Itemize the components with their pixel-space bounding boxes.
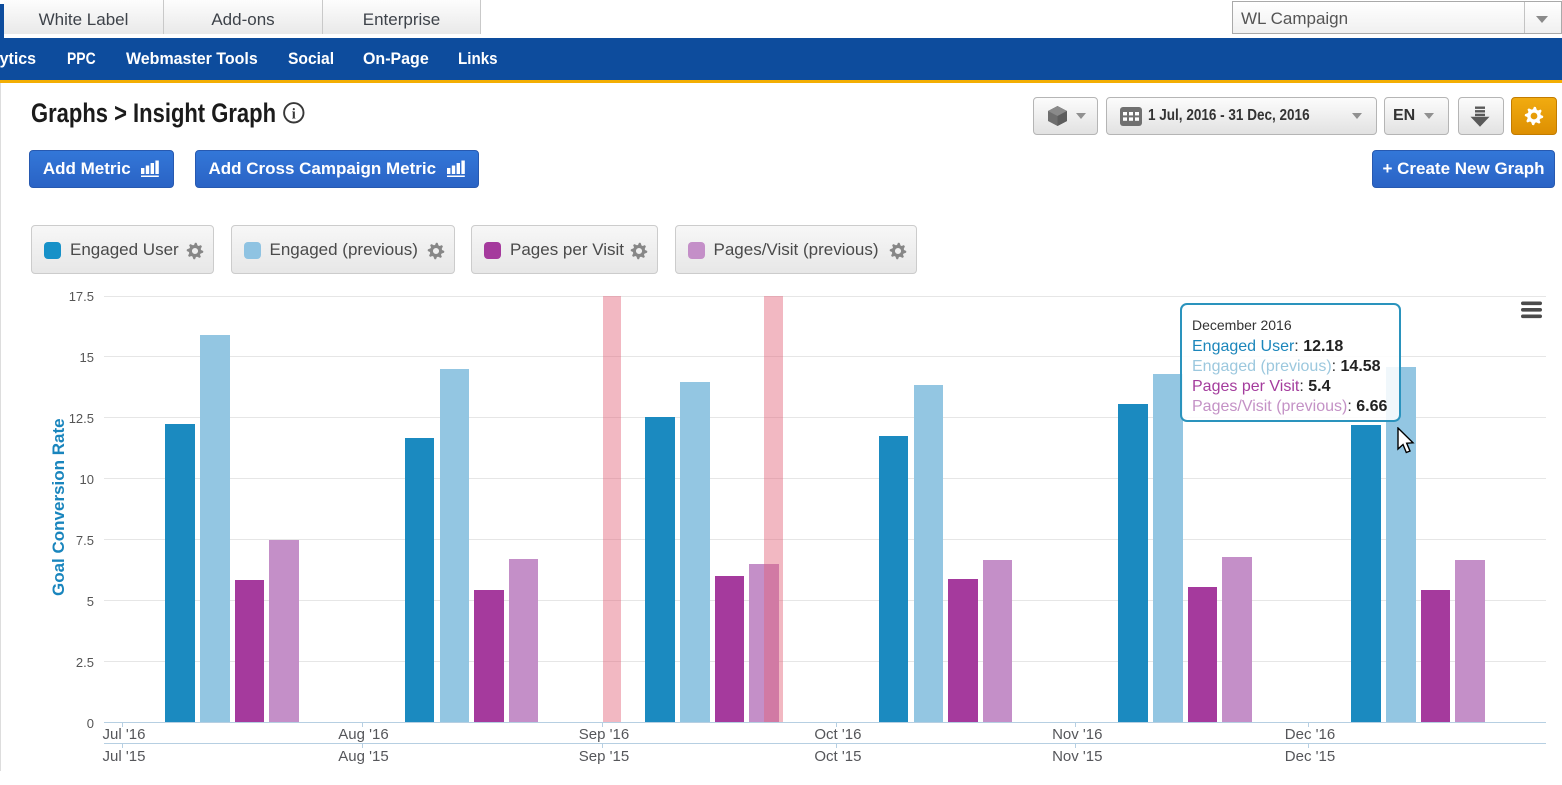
svg-text:i: i [291,106,295,122]
